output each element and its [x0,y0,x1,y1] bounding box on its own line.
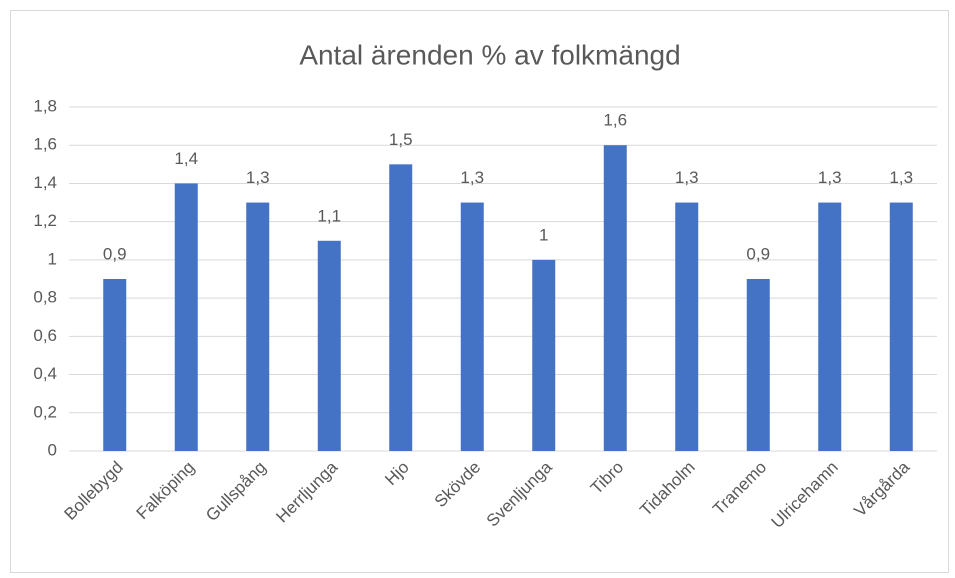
data-label: 1,3 [818,168,842,187]
data-label: 1,3 [460,168,484,187]
y-tick-label: 0,8 [33,288,57,307]
data-label: 0,9 [103,244,127,263]
bar [818,202,842,451]
data-label: 1,4 [174,149,198,168]
bar [746,279,770,451]
y-tick-label: 0,6 [33,326,57,345]
y-tick-label: 1 [48,249,57,268]
data-label: 1,3 [889,168,913,187]
y-tick-label: 1,2 [33,211,57,230]
bar [174,183,198,451]
data-label: 1,5 [389,130,413,149]
y-tick-label: 1,6 [33,135,57,154]
bar [603,145,627,451]
data-label: 1,6 [603,111,627,130]
y-tick-label: 0 [48,440,57,459]
bar [675,202,699,451]
data-label: 1,3 [675,168,699,187]
y-tick-label: 1,8 [33,96,57,115]
data-label: 1,3 [246,168,270,187]
data-label: 0,9 [746,244,770,263]
bar [460,202,484,451]
data-label: 1 [539,225,548,244]
bar [246,202,270,451]
bar [532,259,556,451]
y-tick-label: 0,2 [33,402,57,421]
data-label: 1,1 [317,206,341,225]
bar [389,164,413,452]
bar [889,202,913,451]
chart-title: Antal ärenden % av folkmängd [299,39,680,70]
bar [103,279,127,451]
y-tick-label: 1,4 [33,173,57,192]
bar [317,240,341,451]
y-tick-label: 0,4 [33,364,57,383]
